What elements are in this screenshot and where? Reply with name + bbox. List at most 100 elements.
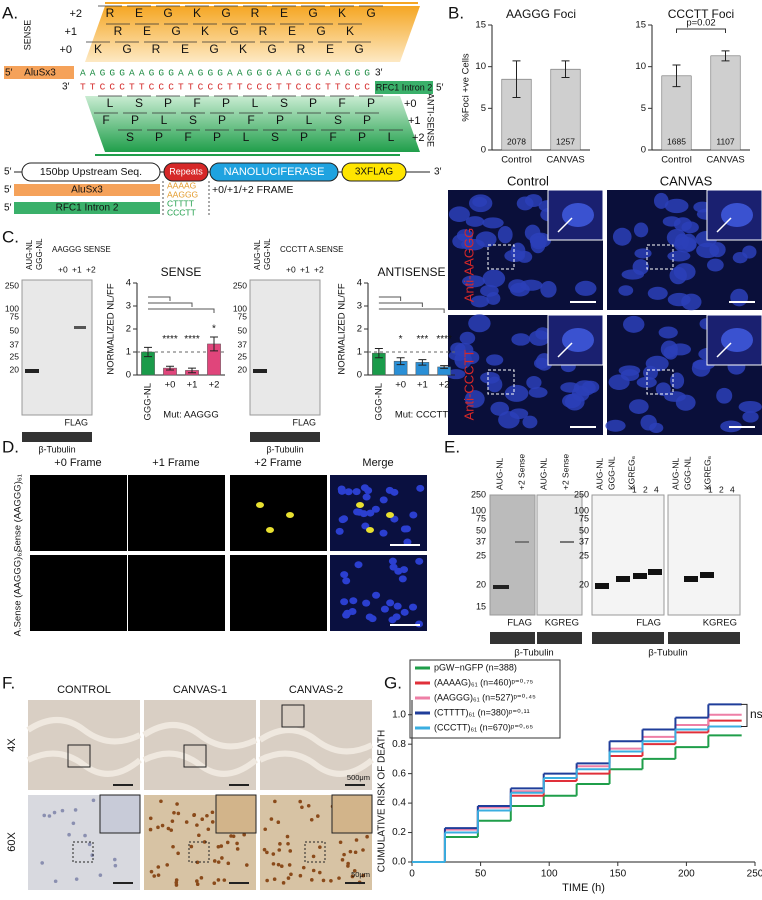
- cell: [74, 877, 79, 881]
- nucleus: [335, 527, 344, 535]
- nucleus: [540, 280, 557, 298]
- marker: 20: [238, 364, 248, 374]
- significance: ****: [436, 334, 452, 345]
- nucleus: [468, 314, 491, 333]
- y-tick-label: 4: [126, 278, 131, 289]
- tissue: [142, 722, 258, 777]
- cell: [346, 861, 350, 866]
- nucleus: [342, 577, 351, 585]
- cell: [175, 802, 179, 806]
- band: [25, 369, 39, 373]
- cell: [273, 799, 277, 804]
- frame-label: +2: [412, 132, 425, 144]
- nucleus: [709, 242, 726, 258]
- upstream-box: [21, 162, 161, 182]
- inset: [331, 794, 373, 834]
- band: [560, 541, 574, 543]
- cell: [53, 879, 58, 884]
- cell: [83, 833, 87, 838]
- bracket: [148, 302, 193, 307]
- marker: 25: [10, 351, 20, 361]
- inset: [215, 794, 257, 834]
- cell: [171, 844, 175, 849]
- nucleus: [530, 235, 546, 254]
- cell: [318, 870, 322, 875]
- marker: 250: [5, 280, 19, 290]
- cell: [342, 852, 346, 857]
- lane-label: KGREG₆: [626, 456, 636, 490]
- cell: [156, 873, 161, 877]
- marker: 100: [5, 303, 19, 313]
- blot: [668, 632, 740, 644]
- amino-acid: L: [107, 96, 114, 110]
- y-tick-label: 0.6: [392, 768, 406, 779]
- cell: [352, 869, 357, 873]
- error-bar: [210, 336, 218, 352]
- column-label: +2 Frame: [254, 457, 301, 469]
- blot: [22, 432, 92, 442]
- sense-label: SENSE: [22, 20, 32, 51]
- group-label: AAGGG SENSE: [52, 245, 111, 254]
- nucleus: [655, 382, 671, 396]
- lane-label: AUG-NL: [538, 458, 548, 490]
- nucleus: [504, 249, 526, 262]
- nucleus: [612, 227, 632, 246]
- panel-label: G.: [384, 673, 402, 692]
- cell: [42, 813, 47, 818]
- lane-label: AUG-NL: [670, 458, 680, 490]
- lane-label: 4: [730, 484, 735, 494]
- marker: 75: [238, 311, 248, 321]
- blot: [591, 494, 665, 616]
- roi: [188, 841, 210, 863]
- blot: [490, 632, 535, 644]
- cell: [301, 865, 306, 870]
- cell: [210, 820, 215, 824]
- nucleus: [462, 275, 485, 288]
- marker: 25: [476, 550, 486, 560]
- alu-label: AluSx3: [71, 185, 103, 196]
- amino-acid: R: [251, 6, 260, 20]
- blot: [537, 632, 582, 644]
- row-label: A.Sense (AAGGG)₆₁: [13, 550, 24, 637]
- cell: [361, 873, 366, 878]
- y-tick-label: 15: [475, 20, 486, 31]
- cell: [172, 810, 176, 815]
- chart-title: ANTISENSE: [377, 265, 445, 279]
- x-tick-label: +0: [395, 380, 406, 391]
- error-bar: [396, 357, 405, 366]
- three-prime: 3′: [62, 82, 70, 93]
- y-axis-label: NORMALIZED NL/FF: [337, 283, 348, 375]
- cell: [189, 844, 194, 849]
- amino-acid: F: [184, 130, 191, 144]
- count-label: 1257: [556, 136, 575, 146]
- amino-acid: E: [135, 6, 143, 20]
- amino-acid: G: [267, 42, 276, 56]
- significance: ***: [417, 334, 429, 345]
- roi: [304, 841, 326, 863]
- panel-label: D.: [2, 437, 19, 456]
- cell: [206, 827, 211, 832]
- signal: [386, 512, 394, 518]
- marker: 25: [579, 550, 589, 560]
- marker: 50: [10, 325, 20, 335]
- lane-label: +2: [314, 264, 324, 274]
- five-prime: 5′: [5, 68, 13, 79]
- blot: [21, 279, 93, 416]
- y-tick-label: 3: [126, 301, 131, 312]
- nucleus: [400, 608, 409, 616]
- amino-acid: K: [94, 42, 102, 56]
- nucleus: [681, 293, 702, 311]
- annotation: ns: [750, 707, 762, 721]
- amino-acid: P: [358, 130, 366, 144]
- nucleus: [509, 408, 529, 420]
- y-tick-label: 0.0: [392, 857, 406, 868]
- x-tick-label: +1: [417, 380, 428, 391]
- cell: [298, 799, 303, 804]
- nucleus: [338, 516, 347, 524]
- amino-acid: P: [300, 130, 308, 144]
- y-tick-label: 0: [126, 370, 131, 381]
- arrow: [557, 217, 573, 233]
- nucleus: [343, 609, 352, 617]
- panel-label: E.: [444, 437, 460, 456]
- arrow: [716, 217, 732, 233]
